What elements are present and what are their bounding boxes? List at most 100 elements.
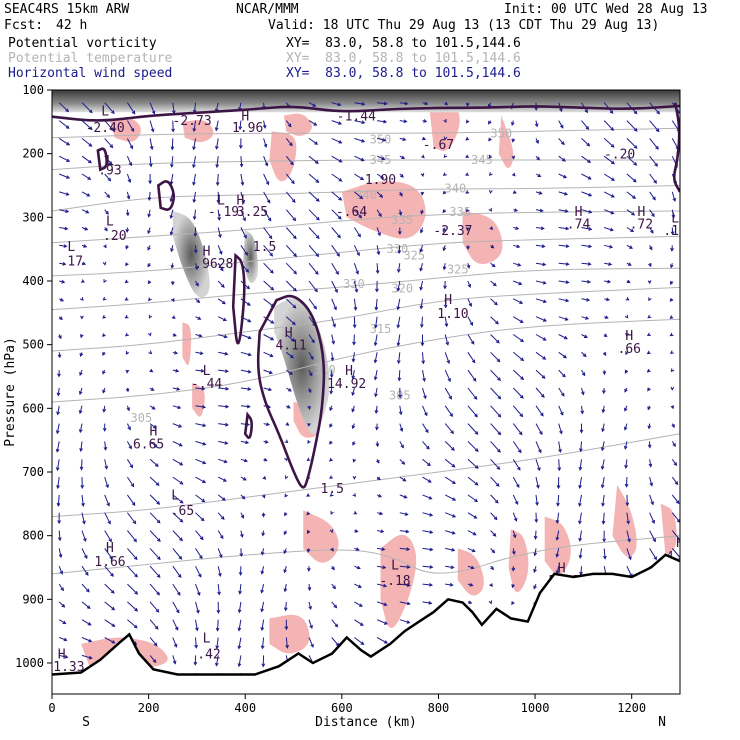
wind-arrow <box>240 227 247 239</box>
wind-arrow-head <box>511 121 515 127</box>
wind-arrow-head <box>563 335 568 340</box>
wind-arrow-head <box>237 609 242 614</box>
wind-arrow <box>376 637 388 644</box>
wind-arrow-head <box>283 588 288 593</box>
wind-arrow-head <box>442 247 447 252</box>
wind-arrow <box>193 209 196 220</box>
wind-arrow-head <box>578 554 583 559</box>
extremum-label: H <box>676 536 684 551</box>
wind-arrow <box>375 387 378 397</box>
wind-arrow <box>126 459 133 468</box>
wind-arrow <box>195 369 204 372</box>
wind-arrow-head <box>170 164 174 168</box>
wind-arrow-head <box>306 457 311 462</box>
wind-arrow <box>626 120 638 132</box>
wind-arrow-head <box>55 430 60 435</box>
wind-arrow-head <box>150 128 155 133</box>
wind-arrow <box>558 387 565 397</box>
wind-arrow-head <box>125 262 129 267</box>
wind-arrow <box>376 155 385 160</box>
wind-arrow <box>535 530 537 539</box>
wind-arrow-head <box>669 350 674 354</box>
wind-arrow <box>558 244 569 247</box>
wind-arrow-head <box>307 405 311 411</box>
wind-arrow-head <box>420 342 425 347</box>
y-tick-label: 100 <box>22 83 44 97</box>
wind-arrow <box>626 173 637 183</box>
wind-arrow <box>376 173 384 179</box>
wind-arrow-head <box>497 448 501 453</box>
wind-arrow-head <box>88 109 93 114</box>
wind-arrow-head <box>177 405 182 410</box>
wind-arrow <box>149 476 160 486</box>
wind-arrow-head <box>451 447 455 451</box>
wind-arrow-head <box>265 181 270 186</box>
wind-arrow <box>624 423 628 430</box>
wind-arrow <box>626 209 635 216</box>
wind-arrow-head <box>179 480 184 485</box>
wind-arrow-head <box>496 466 501 470</box>
wind-arrow <box>172 476 183 485</box>
wind-arrow <box>81 120 93 130</box>
y-tick-label: 600 <box>22 401 44 415</box>
wind-arrow <box>149 655 157 663</box>
wind-arrow-head <box>127 179 132 184</box>
wind-arrow <box>512 530 516 538</box>
wind-arrow-head <box>202 423 207 428</box>
extremum-label: -.20 <box>604 148 635 163</box>
wind-arrow <box>149 441 158 448</box>
wind-arrow-head <box>609 227 614 232</box>
wind-arrow <box>261 619 265 631</box>
wind-arrow <box>195 637 197 648</box>
wind-arrow-head <box>442 228 447 233</box>
wind-arrow <box>240 156 243 167</box>
wind-arrow-head <box>404 101 409 106</box>
wind-arrow <box>420 263 423 271</box>
extremum-label: 1.5 <box>253 240 276 255</box>
model-title: SEAC4RS 15km ARW <box>4 2 130 17</box>
wind-arrow-head <box>465 208 470 213</box>
wind-arrow <box>490 280 497 286</box>
theta-line <box>52 286 680 352</box>
wind-arrow-head <box>134 573 138 578</box>
wind-arrow-head <box>352 324 357 329</box>
wind-arrow-head <box>193 249 198 254</box>
wind-arrow <box>602 405 605 413</box>
wind-arrow-head <box>557 467 562 472</box>
wind-arrow <box>512 423 523 435</box>
wind-arrow <box>195 619 198 631</box>
wind-arrow-head <box>429 513 434 517</box>
wind-arrow-head <box>338 197 343 201</box>
wind-arrow <box>354 173 364 181</box>
wind-arrow-head <box>169 214 174 220</box>
wind-arrow-head <box>201 386 206 391</box>
wind-arrow <box>581 316 589 320</box>
wind-arrow <box>240 387 251 390</box>
wind-arrow-head <box>669 332 674 337</box>
wind-arrow-head <box>270 336 275 341</box>
wind-arrow-head <box>579 448 583 453</box>
wind-arrow-head <box>489 226 494 230</box>
wind-arrow <box>377 530 384 533</box>
wind-arrow-head <box>536 156 540 161</box>
wind-arrow-head <box>88 143 93 147</box>
wind-arrow <box>331 155 342 163</box>
wind-arrow <box>104 512 111 524</box>
wind-arrow-head <box>670 386 675 391</box>
y-tick-label: 800 <box>22 529 44 543</box>
wind-arrow-head <box>243 234 247 239</box>
wind-arrow <box>104 441 107 450</box>
wind-arrow-head <box>442 172 447 176</box>
wind-arrow-head <box>222 478 227 482</box>
x-tick-label: 600 <box>331 701 353 715</box>
extremum-label: 1.96 <box>232 121 263 136</box>
wind-arrow-head <box>359 622 364 626</box>
wind-arrow <box>172 530 183 541</box>
wind-arrow-head <box>447 378 451 383</box>
wind-arrow-head <box>80 315 84 320</box>
wind-arrow-head <box>353 511 358 515</box>
wind-arrow-head <box>427 462 431 467</box>
wind-arrow <box>444 334 449 345</box>
wind-arrow-head <box>586 142 591 147</box>
